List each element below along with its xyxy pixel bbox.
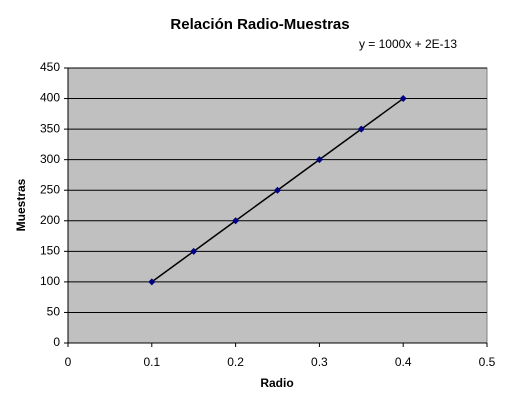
y-tick-label: 400 bbox=[40, 91, 60, 105]
data-point bbox=[315, 156, 323, 164]
x-tick-label: 0.3 bbox=[311, 355, 328, 369]
x-tick-label: 0.4 bbox=[395, 355, 412, 369]
y-tick-label: 250 bbox=[40, 182, 60, 196]
y-tick-label: 150 bbox=[40, 244, 60, 258]
y-tick-label: 450 bbox=[40, 60, 60, 74]
chart-title: Relación Radio-Muestras bbox=[170, 16, 349, 33]
x-tick-label: 0 bbox=[65, 355, 72, 369]
y-tick-label: 0 bbox=[53, 335, 60, 349]
y-axis-label: Muestras bbox=[14, 178, 28, 231]
y-tick-label: 50 bbox=[47, 305, 61, 319]
plot-area bbox=[67, 67, 488, 344]
y-tick-label: 350 bbox=[40, 121, 60, 135]
x-tick-label: 0.2 bbox=[227, 355, 244, 369]
data-point bbox=[148, 278, 156, 286]
x-tick-label: 0.5 bbox=[479, 355, 496, 369]
y-tick-label: 100 bbox=[40, 274, 60, 288]
data-point bbox=[357, 125, 365, 133]
x-tick-label: 0.1 bbox=[143, 355, 160, 369]
data-point bbox=[190, 247, 198, 255]
trendline-equation: y = 1000x + 2E-13 bbox=[359, 37, 457, 51]
y-tick-label: 200 bbox=[40, 213, 60, 227]
data-point bbox=[274, 186, 281, 194]
x-axis-label: Radio bbox=[260, 376, 293, 390]
data-point bbox=[232, 217, 240, 225]
data-point bbox=[399, 95, 407, 103]
y-tick-label: 300 bbox=[40, 152, 60, 166]
